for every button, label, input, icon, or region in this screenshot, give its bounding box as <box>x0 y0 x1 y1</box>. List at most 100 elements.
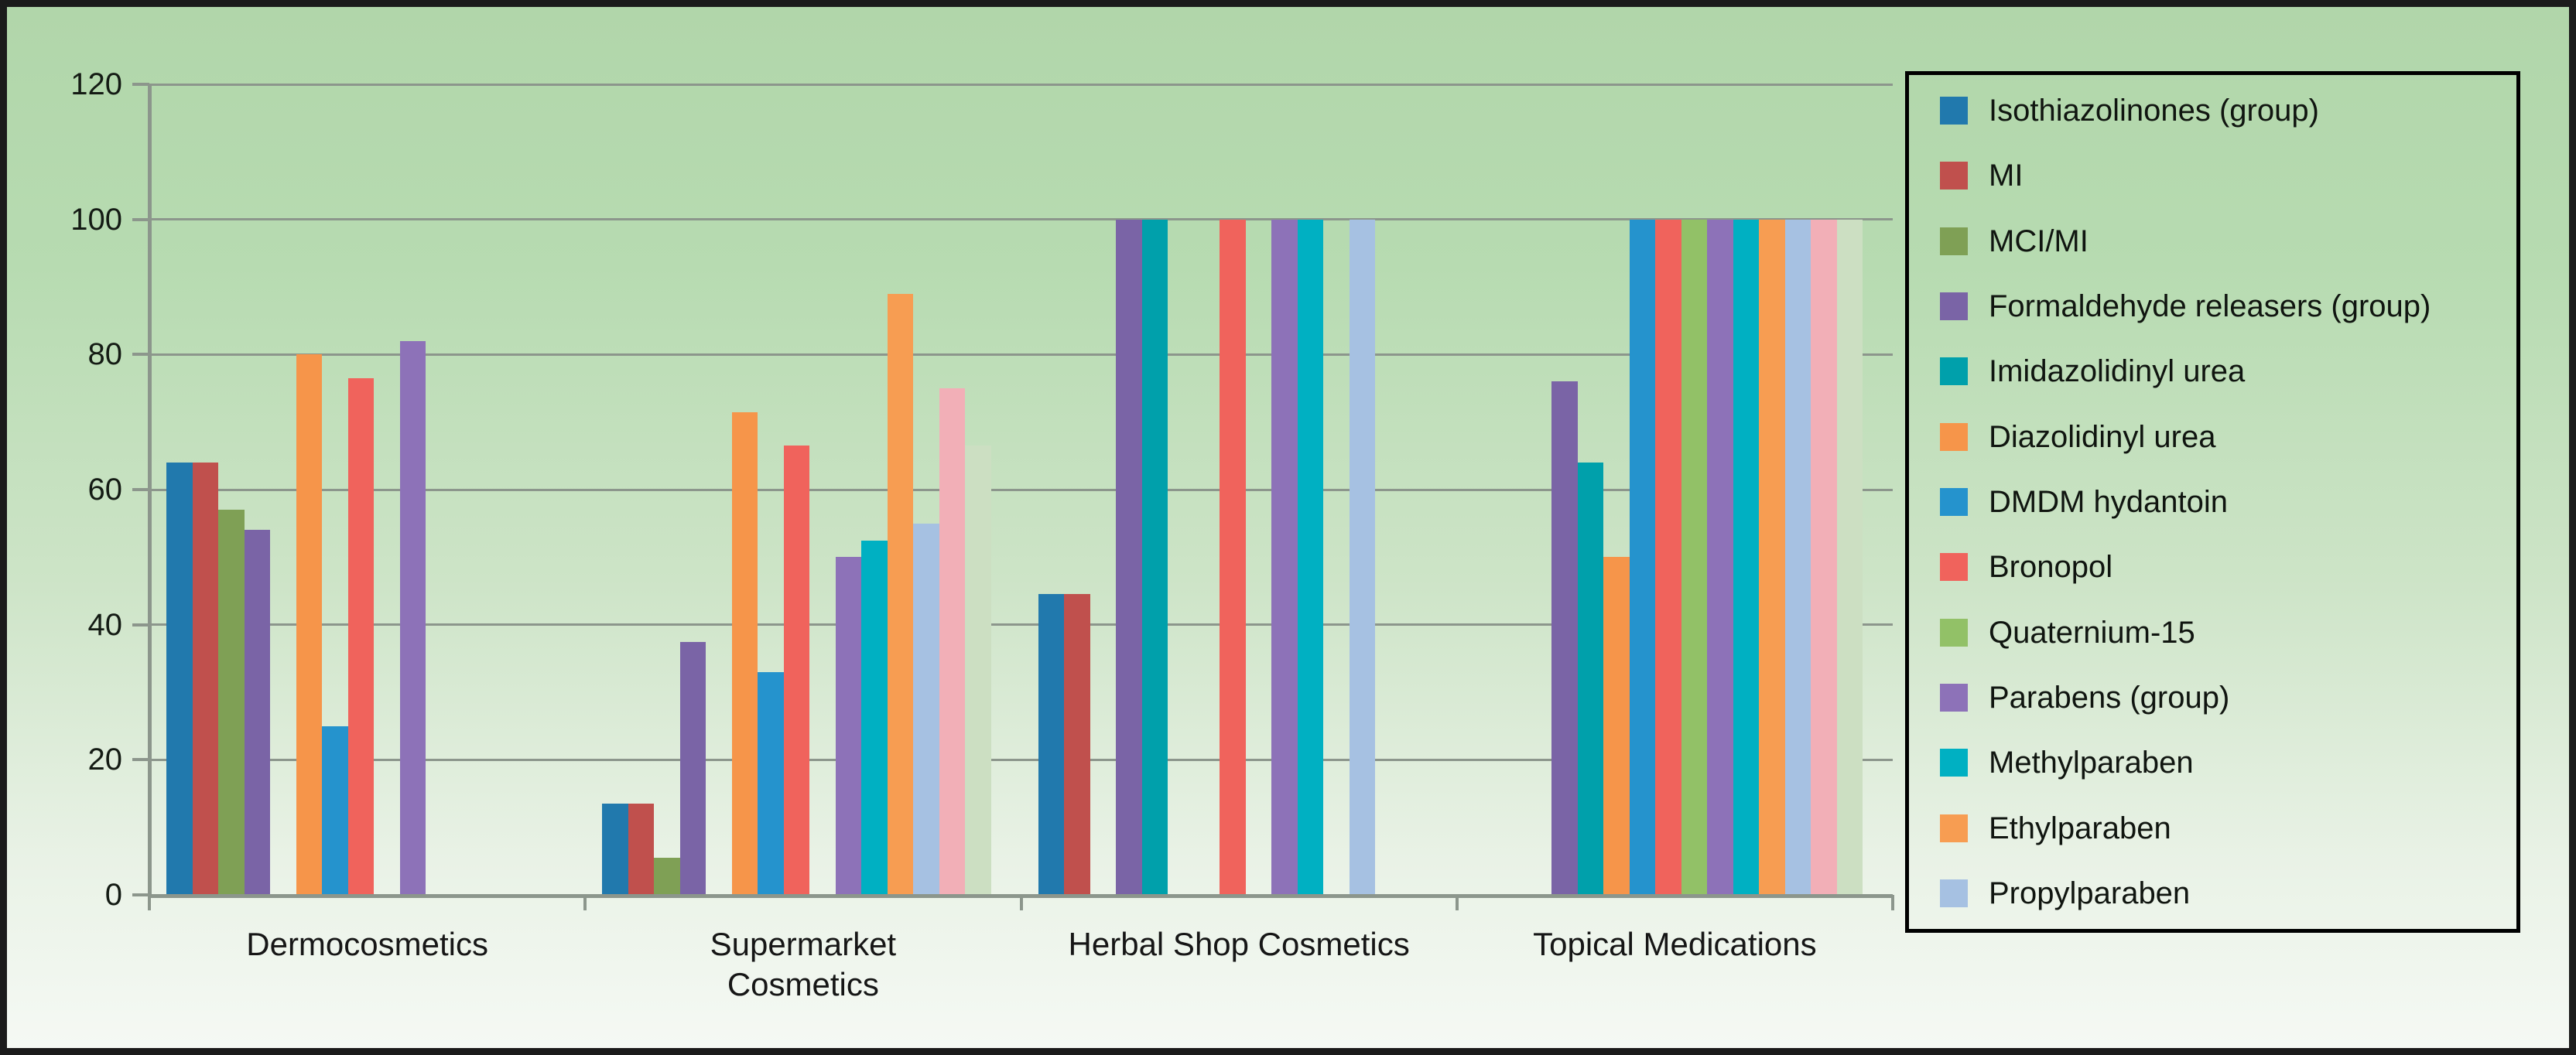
y-axis-tick <box>132 353 149 357</box>
legend-item-quaternium-15: Quaternium-15 <box>1940 616 2501 650</box>
x-axis-tick <box>1891 895 1894 910</box>
legend-item-ethylparaben: Ethylparaben <box>1940 811 2501 845</box>
legend-swatch-quaternium-15 <box>1940 618 1968 647</box>
bar-formaldehyde-releasers-group <box>1116 219 1142 895</box>
bar-dmdm-hydantoin <box>1629 219 1656 895</box>
bar-isothiazolinones-group <box>166 463 193 895</box>
bar-parabens-group <box>1271 219 1298 895</box>
bar-bronopol <box>783 446 810 895</box>
gridline <box>149 758 1893 761</box>
y-axis-labels: 0 20 40 60 80 100 120 <box>7 7 2569 1048</box>
gridline <box>149 83 1893 86</box>
gridline <box>149 353 1893 356</box>
legend-swatch-dmdm-hydantoin <box>1940 487 1968 516</box>
bar-propylparaben <box>1349 219 1375 895</box>
legend-swatch-isothiazolinones-group <box>1940 97 1968 125</box>
legend-swatch-methylparaben <box>1940 749 1968 777</box>
legend-label: Quaternium-15 <box>1989 615 2195 650</box>
gridlines-layer <box>7 7 2569 1048</box>
y-axis-tick <box>132 83 149 86</box>
legend-label: Diazolidinyl urea <box>1989 419 2216 454</box>
legend-item-parabens-group: Parabens (group) <box>1940 681 2501 715</box>
y-axis-tick <box>132 893 149 896</box>
bar-isothiazolinones-group <box>1038 594 1064 895</box>
bar-propylparaben <box>1784 219 1811 895</box>
category-labels: Dermocosmetics Supermarket Cosmetics Herba… <box>7 7 2569 1048</box>
bar-unlabeled-series <box>965 446 991 895</box>
bar-mi <box>192 463 218 895</box>
axes-layer <box>7 7 2569 1048</box>
bar-diazolidinyl-urea <box>1603 557 1630 895</box>
legend-item-mci-mi: MCI/MI <box>1940 224 2501 258</box>
legend-swatch-diazolidinyl-urea <box>1940 422 1968 451</box>
bar-bronopol <box>1220 219 1246 895</box>
bar-imidazolidinyl-urea <box>1141 219 1168 895</box>
legend-label: Ethylparaben <box>1989 811 2171 845</box>
x-axis-tick <box>1019 895 1023 910</box>
bar-parabens-group <box>835 557 862 895</box>
x-axis-tick <box>1455 895 1459 910</box>
y-axis-tick-label: 60 <box>87 473 123 507</box>
category-label: Topical Medications <box>1533 926 1817 962</box>
bar-dmdm-hydantoin <box>758 671 784 895</box>
bar-mi <box>1064 594 1090 895</box>
bar-methylparaben <box>1733 219 1760 895</box>
category-label: Supermarket Cosmetics <box>710 926 897 1002</box>
bar-isothiazolinones-group <box>602 804 628 895</box>
legend-item-isothiazolinones-group: Isothiazolinones (group) <box>1940 94 2501 128</box>
legend-item-mi: MI <box>1940 159 2501 193</box>
y-axis-tick-label: 100 <box>70 202 122 237</box>
bar-bronopol <box>347 377 374 895</box>
legend-label: Imidazolidinyl urea <box>1989 354 2246 389</box>
y-axis-tick-label: 80 <box>87 337 123 372</box>
legend-label: Parabens (group) <box>1989 680 2230 715</box>
legend-swatch-bronopol <box>1940 553 1968 582</box>
bar-diazolidinyl-urea <box>296 354 322 895</box>
y-axis-tick <box>132 488 149 491</box>
legend-swatch-formaldehyde-releasers-group <box>1940 292 1968 320</box>
legend-swatch-mi <box>1940 162 1968 190</box>
bar-diazolidinyl-urea <box>731 411 758 895</box>
bar-formaldehyde-releasers-group <box>1551 381 1578 895</box>
bar-methylparaben <box>861 540 888 895</box>
legend-swatch-mci-mi <box>1940 227 1968 255</box>
bar-propylparaben <box>913 523 939 895</box>
legend-item-bronopol: Bronopol <box>1940 550 2501 584</box>
bar-mi <box>628 804 655 895</box>
bar-imidazolidinyl-urea <box>1577 463 1604 895</box>
gridline <box>149 623 1893 627</box>
legend-label: Methylparaben <box>1989 746 2194 780</box>
x-axis-tick <box>148 895 151 910</box>
y-axis-tick-label: 20 <box>87 743 123 777</box>
bar-bronopol <box>1655 219 1681 895</box>
legend-swatch-imidazolidinyl-urea <box>1940 357 1968 386</box>
bars-layer <box>7 7 2569 1048</box>
y-axis-tick <box>132 217 149 221</box>
legend-label: MCI/MI <box>1989 224 2089 258</box>
bar-mci-mi <box>218 510 245 895</box>
legend-label: Formaldehyde releasers (group) <box>1989 289 2431 323</box>
bar-formaldehyde-releasers-group <box>679 641 706 895</box>
legend-item-diazolidinyl-urea: Diazolidinyl urea <box>1940 420 2501 454</box>
bar-ethylparaben <box>887 293 914 895</box>
gridline <box>149 488 1893 491</box>
legend-item-dmdm-hydantoin: DMDM hydantoin <box>1940 485 2501 519</box>
y-axis-tick-label: 0 <box>104 878 122 912</box>
bar-mci-mi <box>654 857 680 895</box>
y-axis-tick <box>132 758 149 762</box>
legend-label: Propylparaben <box>1989 876 2191 910</box>
bar-formaldehyde-releasers-group <box>244 530 270 895</box>
x-axis-tick <box>583 895 587 910</box>
bar-methylparaben <box>1297 219 1323 895</box>
bar-ethylparaben <box>1759 219 1785 895</box>
gridline <box>149 218 1893 221</box>
legend-swatch-parabens-group <box>1940 683 1968 712</box>
category-label: Dermocosmetics <box>246 926 488 962</box>
y-axis-tick-label: 40 <box>87 607 123 642</box>
y-axis-tick-label: 120 <box>70 67 122 101</box>
legend-item-methylparaben: Methylparaben <box>1940 746 2501 780</box>
y-axis-tick <box>132 623 149 627</box>
legend-swatch-propylparaben <box>1940 879 1968 907</box>
legend-label: MI <box>1989 159 2024 193</box>
